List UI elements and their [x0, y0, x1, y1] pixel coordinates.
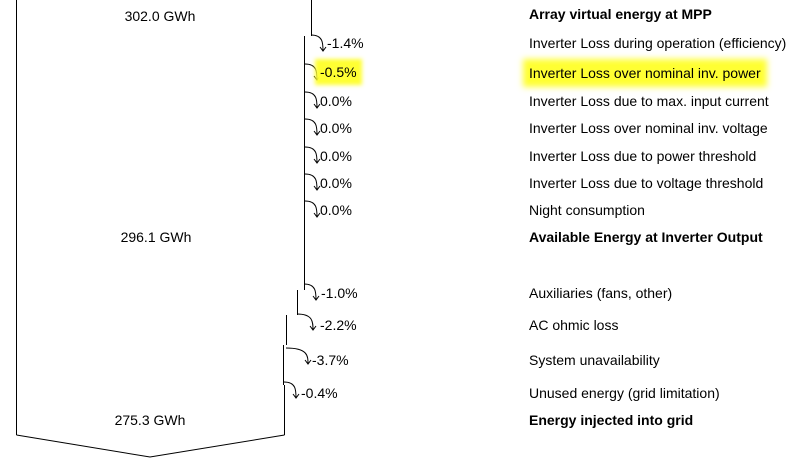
flow-right-edge — [283, 0, 312, 435]
energy-value-injected-grid: 275.3 GWh — [114, 412, 186, 428]
energy-label-injected-grid: Energy injected into grid — [529, 412, 694, 428]
loss-arrow-inverter-voltage-threshold — [304, 173, 321, 191]
loss-pct-inverter-efficiency: -1.4% — [327, 35, 364, 51]
loss-arrow-inverter-efficiency — [310, 34, 327, 52]
energy-value-array-mpp: 302.0 GWh — [124, 8, 196, 24]
flow-bottom-arrow — [16, 434, 285, 458]
loss-label-inverter-voltage-threshold: Inverter Loss due to voltage threshold — [529, 175, 764, 191]
loss-pct-inverter-max-current: 0.0% — [320, 93, 352, 109]
loss-pct-inverter-power-threshold: 0.0% — [320, 148, 352, 164]
loss-label-inverter-power-threshold: Inverter Loss due to power threshold — [529, 148, 757, 164]
loss-arrow-inverter-nominal-voltage — [304, 118, 321, 136]
energy-label-array-mpp: Array virtual energy at MPP — [529, 6, 712, 22]
loss-pct-system-unavailability: -3.7% — [312, 352, 349, 368]
loss-arrow-auxiliaries — [303, 283, 320, 301]
loss-label-inverter-efficiency: Inverter Loss during operation (efficien… — [529, 35, 787, 51]
loss-pct-unused-energy: -0.4% — [301, 385, 338, 401]
loss-pct-night-consumption: 0.0% — [320, 202, 352, 218]
loss-label-system-unavailability: System unavailability — [529, 352, 660, 368]
loss-label-unused-energy: Unused energy (grid limitation) — [529, 385, 720, 401]
loss-pct-inverter-nominal-voltage: 0.0% — [320, 120, 352, 136]
loss-label-ac-ohmic: AC ohmic loss — [529, 317, 619, 333]
loss-pct-ac-ohmic: -2.2% — [320, 317, 357, 333]
loss-arrow-ac-ohmic — [296, 313, 317, 331]
energy-value-inverter-output: 296.1 GWh — [120, 229, 192, 245]
loss-label-inverter-nominal-power: Inverter Loss over nominal inv. power — [529, 65, 761, 81]
loss-arrow-unused-energy — [283, 381, 300, 399]
loss-pct-inverter-voltage-threshold: 0.0% — [320, 175, 352, 191]
loss-pct-inverter-nominal-power: -0.5% — [320, 64, 357, 80]
loss-label-inverter-max-current: Inverter Loss due to max. input current — [529, 93, 769, 109]
loss-arrow-system-unavailability — [285, 347, 312, 365]
loss-arrow-inverter-nominal-power — [304, 63, 321, 81]
loss-label-inverter-nominal-voltage: Inverter Loss over nominal inv. voltage — [529, 120, 768, 136]
loss-arrow-inverter-max-current — [304, 91, 321, 109]
loss-label-night-consumption: Night consumption — [529, 202, 645, 218]
loss-arrow-night-consumption — [304, 200, 321, 218]
loss-arrow-inverter-power-threshold — [304, 146, 321, 164]
energy-label-inverter-output: Available Energy at Inverter Output — [529, 229, 763, 245]
loss-pct-auxiliaries: -1.0% — [321, 285, 358, 301]
loss-label-auxiliaries: Auxiliaries (fans, other) — [529, 285, 673, 301]
